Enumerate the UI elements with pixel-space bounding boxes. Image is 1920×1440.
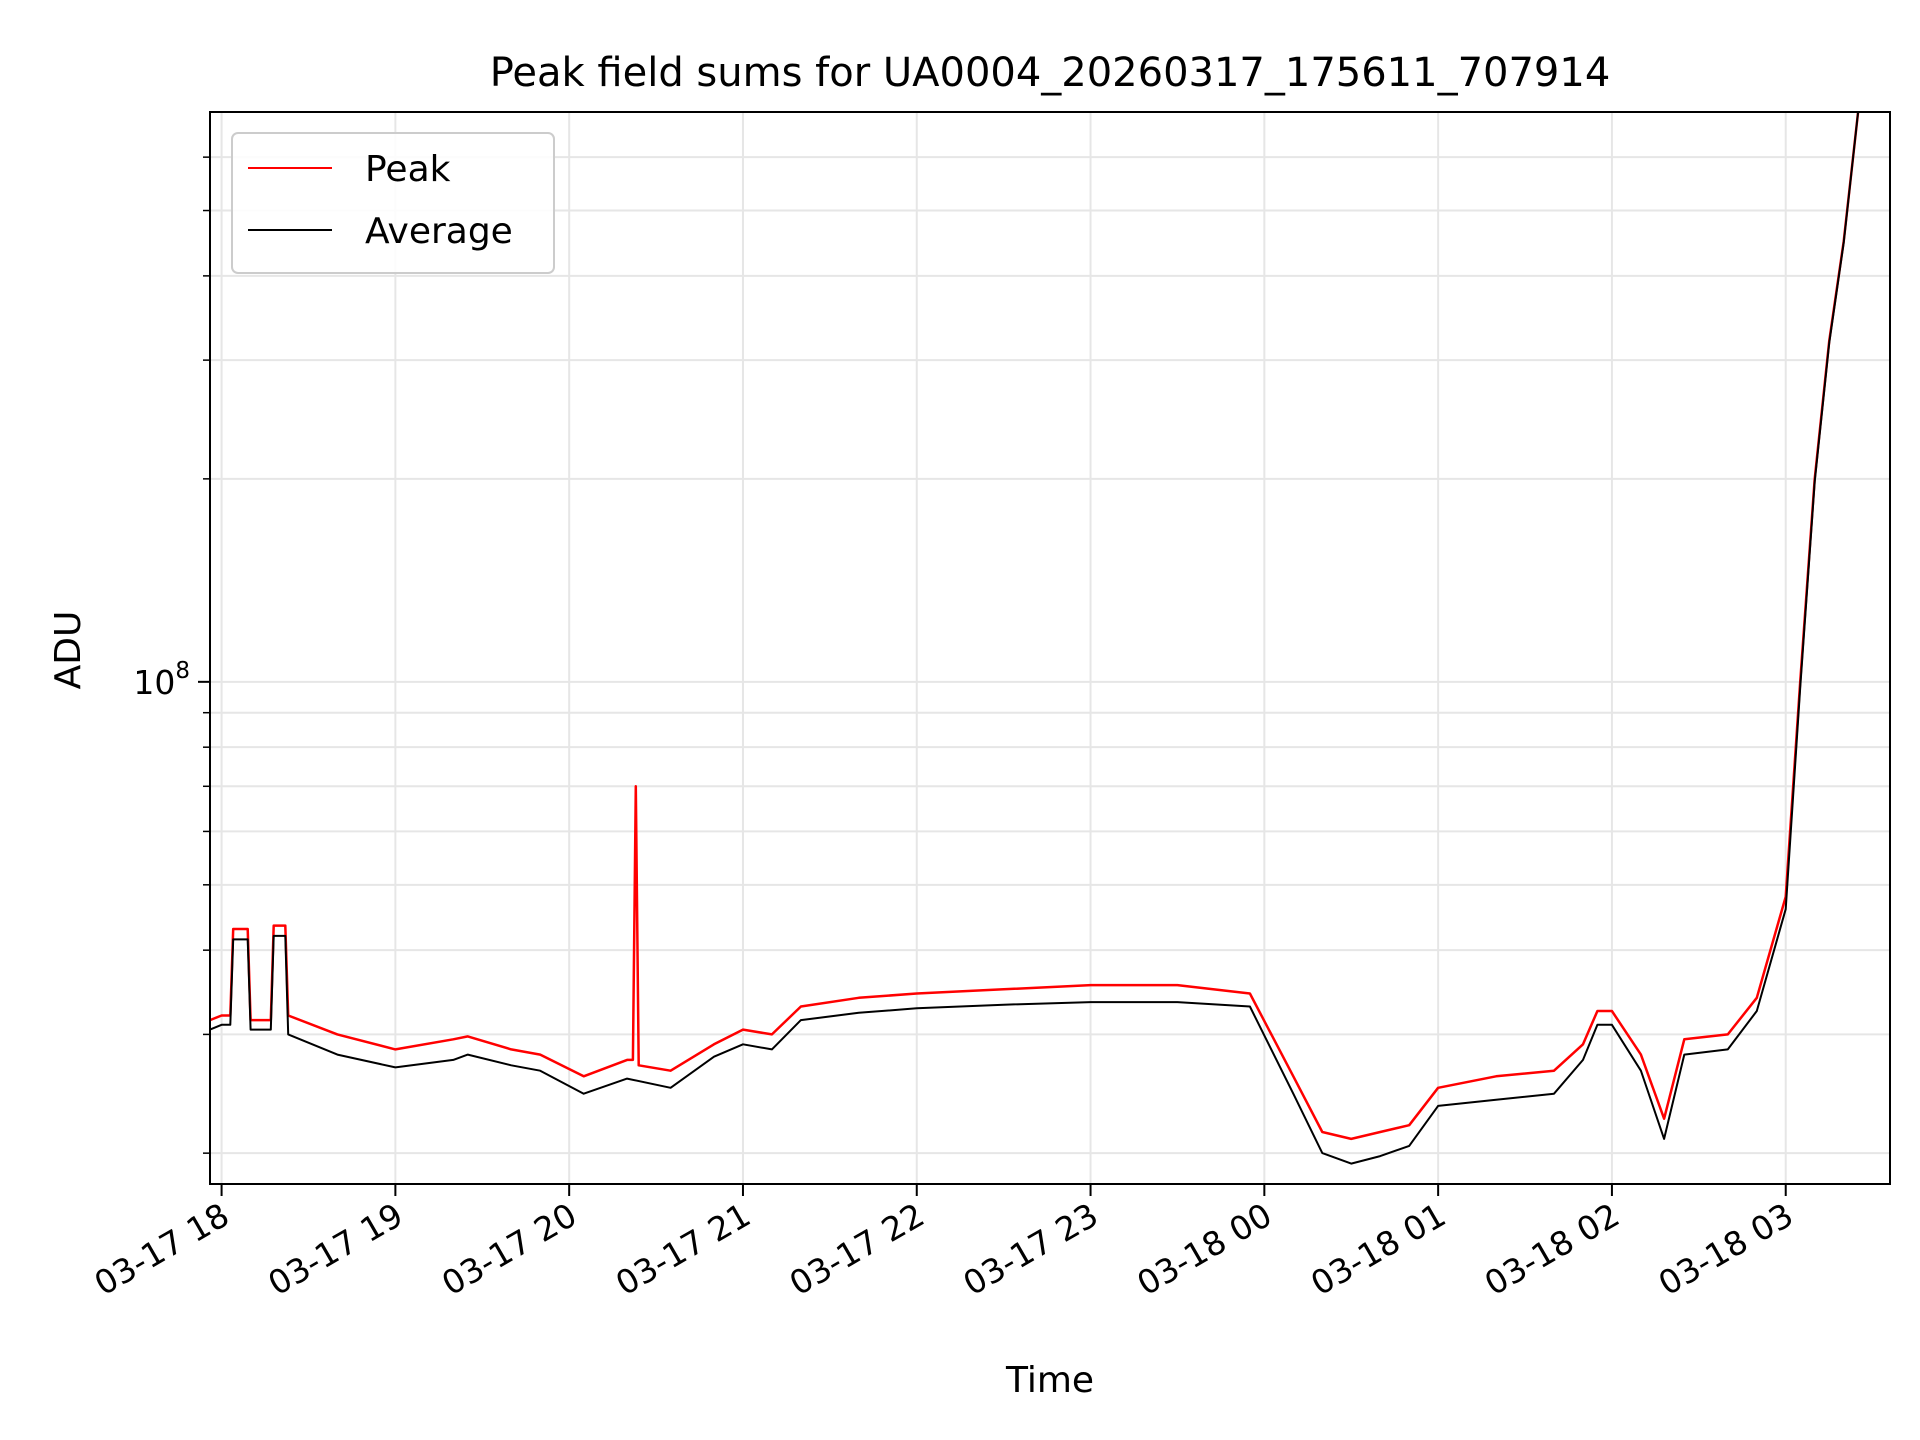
x-tick-label: 03-17 20 xyxy=(435,1195,583,1303)
chart-title: Peak field sums for UA0004_20260317_1756… xyxy=(490,50,1611,96)
y-tick-label: 108 xyxy=(133,658,190,702)
series-layer xyxy=(209,111,1860,1165)
x-tick-label: 03-17 18 xyxy=(88,1195,236,1303)
x-tick-label: 03-18 00 xyxy=(1130,1195,1278,1303)
plot-frame xyxy=(209,111,1891,1185)
y-axis-label: ADU xyxy=(48,611,89,690)
x-tick-label: 03-17 23 xyxy=(957,1195,1105,1303)
legend: Peak Average xyxy=(231,132,555,274)
x-axis-label: Time xyxy=(1005,1360,1094,1401)
x-tick-label: 03-18 01 xyxy=(1304,1195,1452,1303)
x-tick-label: 03-17 21 xyxy=(609,1195,757,1303)
series-line-average xyxy=(209,111,1860,1165)
x-tick-label: 03-17 22 xyxy=(783,1195,931,1303)
legend-label-peak: Peak xyxy=(365,149,451,190)
legend-label-average: Average xyxy=(365,211,513,252)
y-axis: 108 xyxy=(133,156,210,1154)
x-tick-label: 03-18 02 xyxy=(1478,1195,1626,1303)
x-axis: 03-17 18 03-17 19 03-17 20 03-17 21 03-17 22… xyxy=(88,1184,1800,1303)
x-tick-label: 03-18 03 xyxy=(1652,1195,1800,1303)
x-tick-label: 03-17 19 xyxy=(261,1195,409,1303)
